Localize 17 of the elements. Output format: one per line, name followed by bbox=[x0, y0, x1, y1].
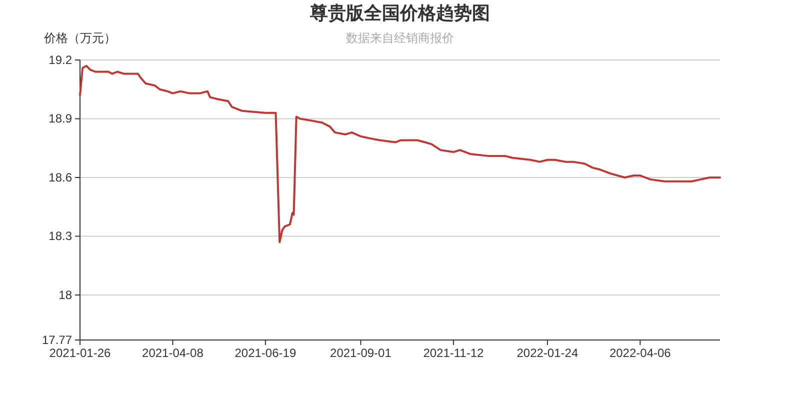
y-tick-label: 19.2 bbox=[48, 53, 72, 67]
y-tick-label: 18.6 bbox=[48, 170, 72, 184]
y-tick-label: 18.9 bbox=[48, 112, 72, 126]
chart-title: 尊贵版全国价格趋势图 bbox=[309, 3, 490, 23]
x-tick-label: 2021-04-08 bbox=[142, 346, 204, 360]
x-tick-label: 2022-04-06 bbox=[609, 346, 672, 360]
line-series bbox=[79, 64, 721, 244]
x-tick-label: 2021-06-19 bbox=[234, 346, 296, 360]
chart-subtitle: 数据来自经销商报价 bbox=[346, 31, 454, 45]
x-tick-label: 2021-11-12 bbox=[423, 346, 484, 360]
y-tick-label: 18 bbox=[58, 288, 72, 302]
y-tick-label: 18.3 bbox=[48, 229, 72, 244]
x-tick-label: 2021-01-26 bbox=[49, 346, 112, 360]
x-tick-label: 2022-01-24 bbox=[516, 346, 578, 360]
y-tick-label: 17.77 bbox=[42, 333, 72, 347]
x-tick-label: 2021-09-01 bbox=[330, 346, 392, 360]
y-axis-title: 价格（万元） bbox=[43, 31, 116, 45]
